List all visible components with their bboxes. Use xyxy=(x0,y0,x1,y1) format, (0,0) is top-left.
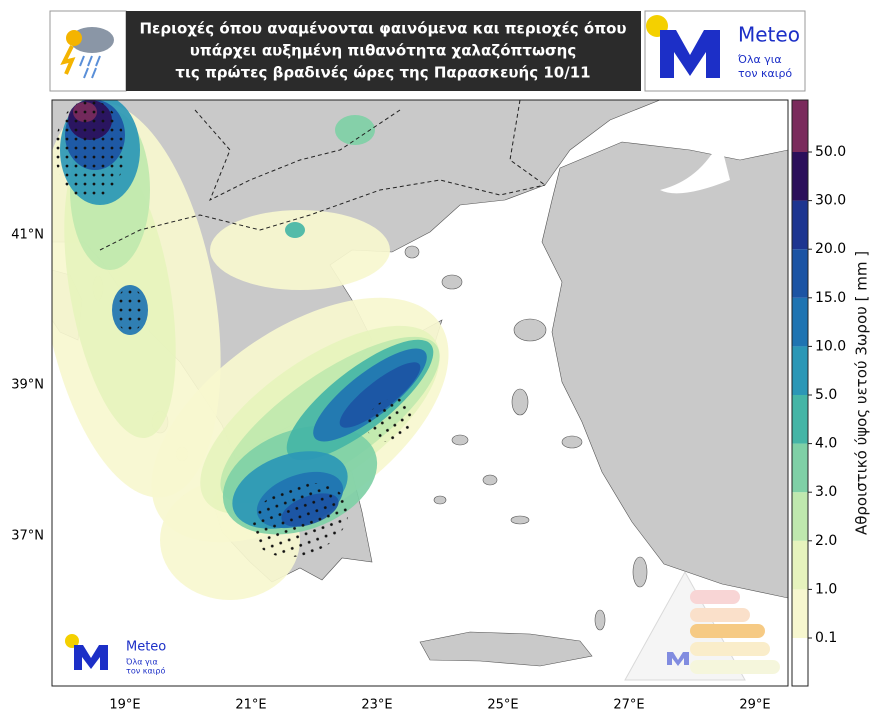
colorbar-segment xyxy=(792,395,808,444)
colorbar-segment xyxy=(792,589,808,638)
logo-tagline: τον καιρό xyxy=(738,67,792,80)
title-line: υπάρχει αυξημένη πιθανότητα χαλαζόπτωσης xyxy=(190,42,576,60)
colorbar-tick-label: 15.0 xyxy=(815,290,846,306)
lat-label: 41°N xyxy=(11,228,44,243)
lon-label: 19°E xyxy=(109,698,140,713)
colorbar-segment xyxy=(792,638,808,686)
lon-label: 23°E xyxy=(361,698,392,713)
footer-logo-tagline: τον καιρό xyxy=(126,666,165,676)
lon-label: 27°E xyxy=(613,698,644,713)
colorbar-tick-label: 0.1 xyxy=(815,630,837,646)
title-line: τις πρώτες βραδινές ώρες της Παρασκευής … xyxy=(175,64,590,82)
logo-tagline: Όλα για xyxy=(737,53,782,66)
footer-logo-name: Meteo xyxy=(126,640,166,655)
colorbar-segment xyxy=(792,540,808,590)
footer-logo xyxy=(65,634,108,670)
lat-label: 37°N xyxy=(11,529,44,544)
colorbar-segment xyxy=(792,152,808,201)
logo-mark xyxy=(646,15,720,78)
risk-legend xyxy=(624,570,780,681)
colorbar-frame xyxy=(791,99,809,687)
colorbar-tick-label: 50.0 xyxy=(815,144,846,160)
lon-label: 29°E xyxy=(739,698,770,713)
colorbar-segment xyxy=(792,200,808,250)
colorbar-segment xyxy=(792,492,808,541)
borders xyxy=(99,100,546,251)
lat-label: 39°N xyxy=(11,378,44,393)
colorbar-tick-label: 2.0 xyxy=(815,533,837,549)
lon-label: 25°E xyxy=(487,698,518,713)
map xyxy=(52,100,788,686)
colorbar-segment xyxy=(792,100,808,152)
title-box xyxy=(126,11,641,91)
logo-name: Meteo xyxy=(738,23,800,47)
precipitation xyxy=(52,100,449,600)
title-line: Περιοχές όπου αναμένονται φαινόμενα και … xyxy=(139,20,626,38)
hail-risk-area xyxy=(366,398,414,442)
lon-label: 21°E xyxy=(235,698,266,713)
colorbar-tick-label: 3.0 xyxy=(815,484,837,500)
colorbar-tick-label: 1.0 xyxy=(815,581,837,597)
colorbar-segment xyxy=(792,443,808,493)
hail-risk-area xyxy=(251,482,349,558)
precip-area xyxy=(210,210,390,290)
colorbar-tick-label: 10.0 xyxy=(815,338,846,354)
map-frame xyxy=(51,99,789,687)
colorbar-label: Αθροιστικό ύψος υετού 3ωρου [ mm ] xyxy=(853,251,871,535)
precip-area xyxy=(335,115,375,145)
weather-icon xyxy=(60,27,114,79)
colorbar-segment xyxy=(792,249,808,298)
colorbar-tick-label: 5.0 xyxy=(815,387,837,403)
hail-risk-area xyxy=(115,288,145,332)
colorbar-tick-label: 4.0 xyxy=(815,436,837,452)
colorbar-segment xyxy=(792,346,808,395)
precip-area xyxy=(339,362,421,428)
colorbar-segment xyxy=(792,297,808,347)
footer-logo-tagline: Όλα για xyxy=(125,657,158,667)
colorbar-tick-label: 30.0 xyxy=(815,193,846,209)
hail-risk-area xyxy=(55,100,125,200)
precip-area xyxy=(285,222,305,238)
colorbar-tick-label: 20.0 xyxy=(815,241,846,257)
